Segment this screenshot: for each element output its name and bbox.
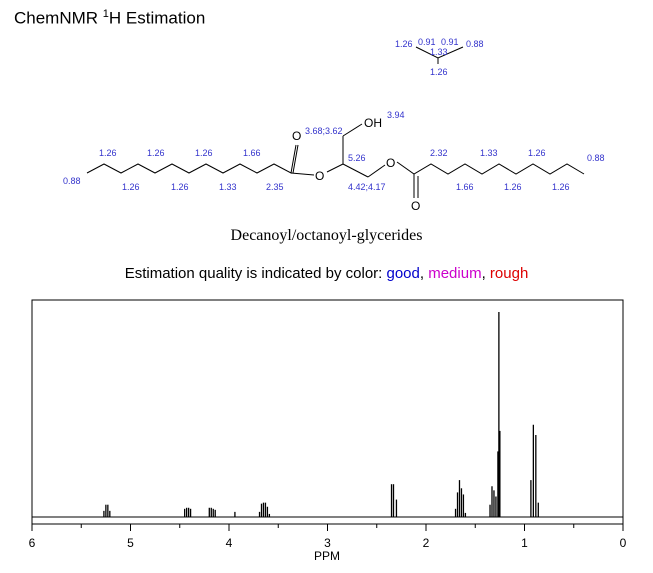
shift-r3: 1.26 (528, 148, 546, 158)
tick-label: 0 (620, 536, 627, 550)
shift-c2: 1.26 (147, 148, 165, 158)
compound-name: Decanoyl/octanoyl-glycerides (230, 227, 423, 244)
shift-ipr-b: 0.91 (441, 37, 459, 47)
shift-r2: 1.33 (480, 148, 498, 158)
tick-label: 4 (226, 536, 233, 550)
shift-r4: 1.66 (456, 182, 474, 192)
shift-r5: 1.26 (504, 182, 522, 192)
shift-r6: 1.26 (552, 182, 570, 192)
shift-r1: 2.32 (430, 148, 448, 158)
shift-c-ch3: 0.88 (63, 176, 81, 186)
tick-label: 6 (29, 536, 36, 550)
quality-legend: Estimation quality is indicated by color… (0, 265, 653, 282)
shift-c1: 1.26 (99, 148, 117, 158)
legend-rough: rough (489, 265, 529, 282)
legend-prefix: Estimation quality is indicated by color… (124, 265, 387, 282)
tick-label: 1 (521, 536, 528, 550)
tick-label: 3 (324, 536, 331, 550)
atom-o-bottom: O (411, 199, 420, 213)
shift-ch: 5.26 (348, 153, 366, 163)
shift-ipr-bottom: 1.26 (430, 67, 448, 77)
plot-frame (31, 299, 624, 525)
shift-c6: 1.26 (171, 182, 189, 192)
shift-ch2-low: 4.42;4.17 (348, 182, 386, 192)
molecule-structure: 1.26 0.91 0.91 0.88 1.33 1.26 3.68;3.62 … (63, 37, 605, 213)
tick-label: 5 (127, 536, 134, 550)
shift-c3: 1.26 (195, 148, 213, 158)
shift-c4: 1.66 (243, 148, 261, 158)
shift-ipr-a: 0.91 (418, 37, 436, 47)
tick-label: 2 (423, 536, 430, 550)
legend-good: good (386, 265, 420, 282)
shift-ch2o: 3.68;3.62 (305, 126, 343, 136)
shift-r-ch3: 0.88 (587, 153, 605, 163)
title-prefix: ChemNMR (14, 8, 103, 28)
shift-c5: 1.26 (122, 182, 140, 192)
atom-o-ester-left: O (315, 169, 324, 183)
shift-ipr-ch2: 1.33 (430, 47, 448, 57)
shift-c7: 1.33 (219, 182, 237, 192)
legend-sep-2: , (481, 265, 490, 282)
shift-oh: 3.94 (387, 110, 405, 120)
shift-ipr-ch3-left: 1.26 (395, 39, 413, 49)
atom-o-ester-right: O (386, 156, 395, 170)
shift-c8: 2.35 (266, 182, 284, 192)
title-suffix: H Estimation (108, 8, 206, 28)
legend-sep-1: , (419, 265, 429, 282)
title-superscript: 1 (102, 8, 109, 20)
atom-o-top: O (292, 129, 301, 143)
page-title: ChemNMR 1H Estimation (14, 8, 205, 29)
x-axis-label: PPM (314, 549, 340, 563)
atom-oh: OH (364, 116, 382, 130)
shift-ipr-ch3-right: 0.88 (466, 39, 484, 49)
legend-medium: medium (428, 265, 482, 282)
